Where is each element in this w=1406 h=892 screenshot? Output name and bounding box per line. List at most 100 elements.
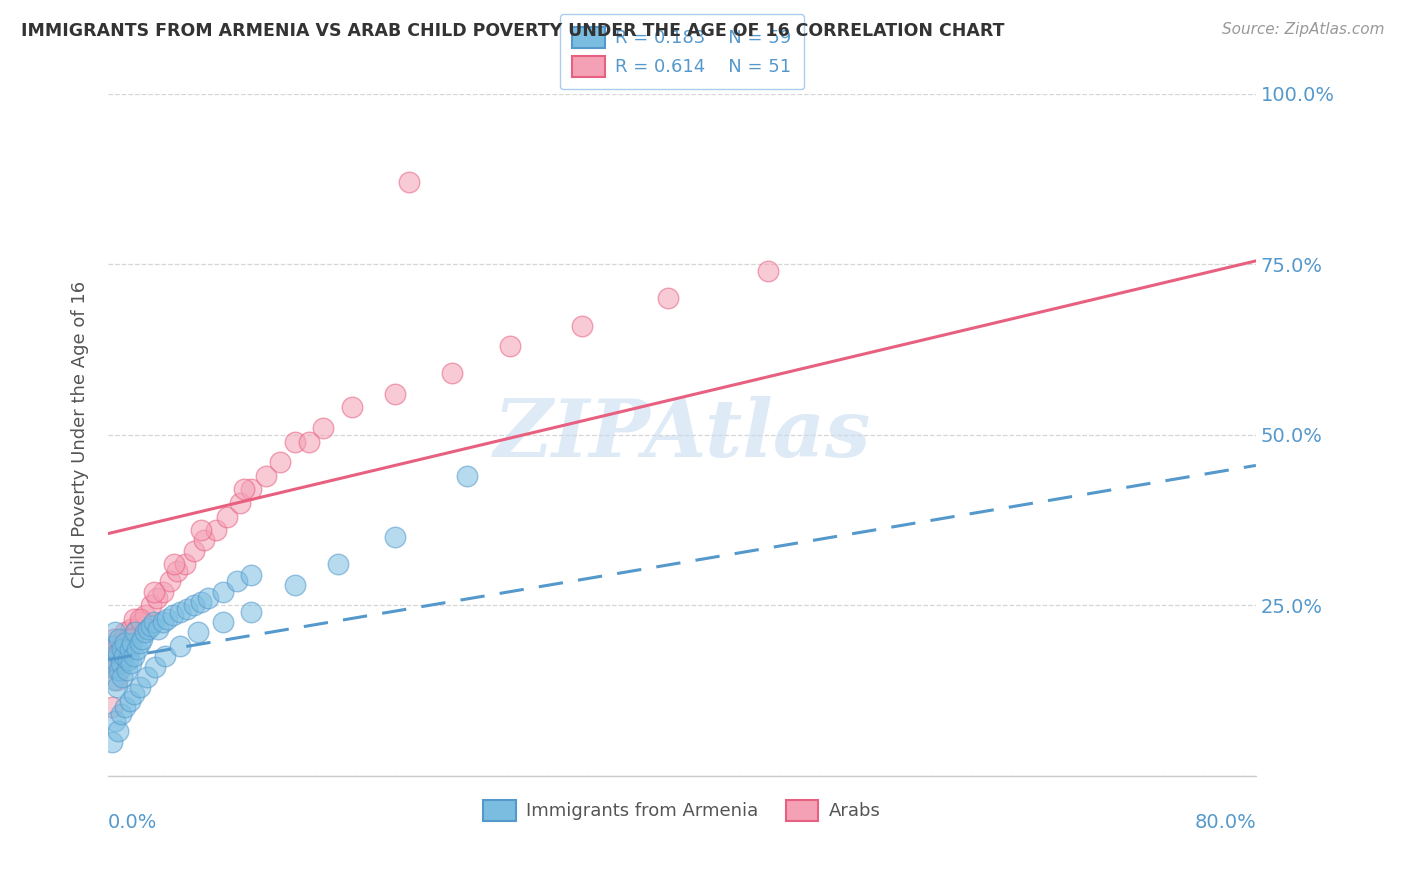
Point bbox=[110, 656, 132, 670]
Point bbox=[384, 387, 406, 401]
Point bbox=[398, 176, 420, 190]
Point bbox=[176, 601, 198, 615]
Point bbox=[217, 509, 239, 524]
Point bbox=[146, 591, 169, 606]
Point bbox=[100, 659, 122, 673]
Point bbox=[162, 608, 184, 623]
Point bbox=[128, 680, 150, 694]
Point bbox=[122, 649, 145, 664]
Point bbox=[269, 455, 291, 469]
Point bbox=[166, 564, 188, 578]
Point bbox=[139, 618, 162, 632]
Point bbox=[142, 615, 165, 630]
Point bbox=[128, 612, 150, 626]
Text: 80.0%: 80.0% bbox=[1194, 814, 1256, 832]
Point bbox=[104, 642, 127, 657]
Point bbox=[134, 608, 156, 623]
Point bbox=[100, 649, 122, 664]
Point bbox=[111, 639, 134, 653]
Point bbox=[143, 659, 166, 673]
Point bbox=[174, 558, 197, 572]
Point bbox=[756, 264, 779, 278]
Point bbox=[105, 680, 128, 694]
Point bbox=[108, 663, 131, 677]
Point bbox=[115, 663, 138, 677]
Point bbox=[283, 434, 305, 449]
Point bbox=[108, 649, 131, 664]
Point bbox=[441, 367, 464, 381]
Point bbox=[107, 646, 129, 660]
Point bbox=[657, 292, 679, 306]
Point bbox=[107, 635, 129, 649]
Point bbox=[193, 533, 215, 548]
Point bbox=[211, 584, 233, 599]
Point bbox=[118, 632, 141, 647]
Point bbox=[121, 635, 143, 649]
Point bbox=[129, 615, 152, 630]
Point bbox=[124, 625, 146, 640]
Point bbox=[110, 642, 132, 657]
Point bbox=[104, 714, 127, 728]
Point bbox=[183, 543, 205, 558]
Point bbox=[169, 605, 191, 619]
Point bbox=[134, 625, 156, 640]
Point bbox=[101, 659, 124, 673]
Point bbox=[103, 632, 125, 647]
Point bbox=[122, 687, 145, 701]
Point bbox=[118, 693, 141, 707]
Point bbox=[107, 724, 129, 739]
Point bbox=[312, 421, 335, 435]
Point bbox=[117, 632, 139, 647]
Point bbox=[169, 639, 191, 653]
Point bbox=[298, 434, 321, 449]
Point bbox=[233, 483, 256, 497]
Point bbox=[120, 656, 142, 670]
Point bbox=[103, 673, 125, 688]
Point bbox=[125, 622, 148, 636]
Point bbox=[118, 642, 141, 657]
Point bbox=[229, 496, 252, 510]
Point bbox=[104, 625, 127, 640]
Point bbox=[131, 632, 153, 647]
Point bbox=[152, 615, 174, 630]
Point bbox=[111, 670, 134, 684]
Point bbox=[105, 656, 128, 670]
Text: Source: ZipAtlas.com: Source: ZipAtlas.com bbox=[1222, 22, 1385, 37]
Point bbox=[384, 530, 406, 544]
Point bbox=[105, 673, 128, 688]
Point bbox=[187, 625, 209, 640]
Point bbox=[254, 468, 277, 483]
Point bbox=[128, 635, 150, 649]
Point bbox=[183, 598, 205, 612]
Point bbox=[112, 632, 135, 647]
Point bbox=[122, 612, 145, 626]
Text: ZIPAtlas: ZIPAtlas bbox=[494, 396, 870, 474]
Point bbox=[240, 483, 263, 497]
Point bbox=[112, 649, 135, 664]
Point bbox=[152, 584, 174, 599]
Point bbox=[456, 468, 478, 483]
Text: 0.0%: 0.0% bbox=[108, 814, 157, 832]
Y-axis label: Child Poverty Under the Age of 16: Child Poverty Under the Age of 16 bbox=[72, 281, 89, 589]
Point bbox=[117, 653, 139, 667]
Point bbox=[114, 635, 136, 649]
Point bbox=[110, 707, 132, 722]
Point bbox=[139, 598, 162, 612]
Point bbox=[197, 591, 219, 606]
Point bbox=[190, 595, 212, 609]
Point bbox=[114, 700, 136, 714]
Point bbox=[101, 734, 124, 748]
Point bbox=[136, 622, 159, 636]
Point bbox=[326, 558, 349, 572]
Point bbox=[226, 574, 249, 589]
Point bbox=[111, 653, 134, 667]
Point bbox=[101, 639, 124, 653]
Point bbox=[283, 578, 305, 592]
Point bbox=[104, 653, 127, 667]
Point bbox=[571, 318, 593, 333]
Point bbox=[499, 339, 522, 353]
Point bbox=[156, 612, 179, 626]
Point bbox=[211, 615, 233, 630]
Point bbox=[120, 622, 142, 636]
Point bbox=[142, 584, 165, 599]
